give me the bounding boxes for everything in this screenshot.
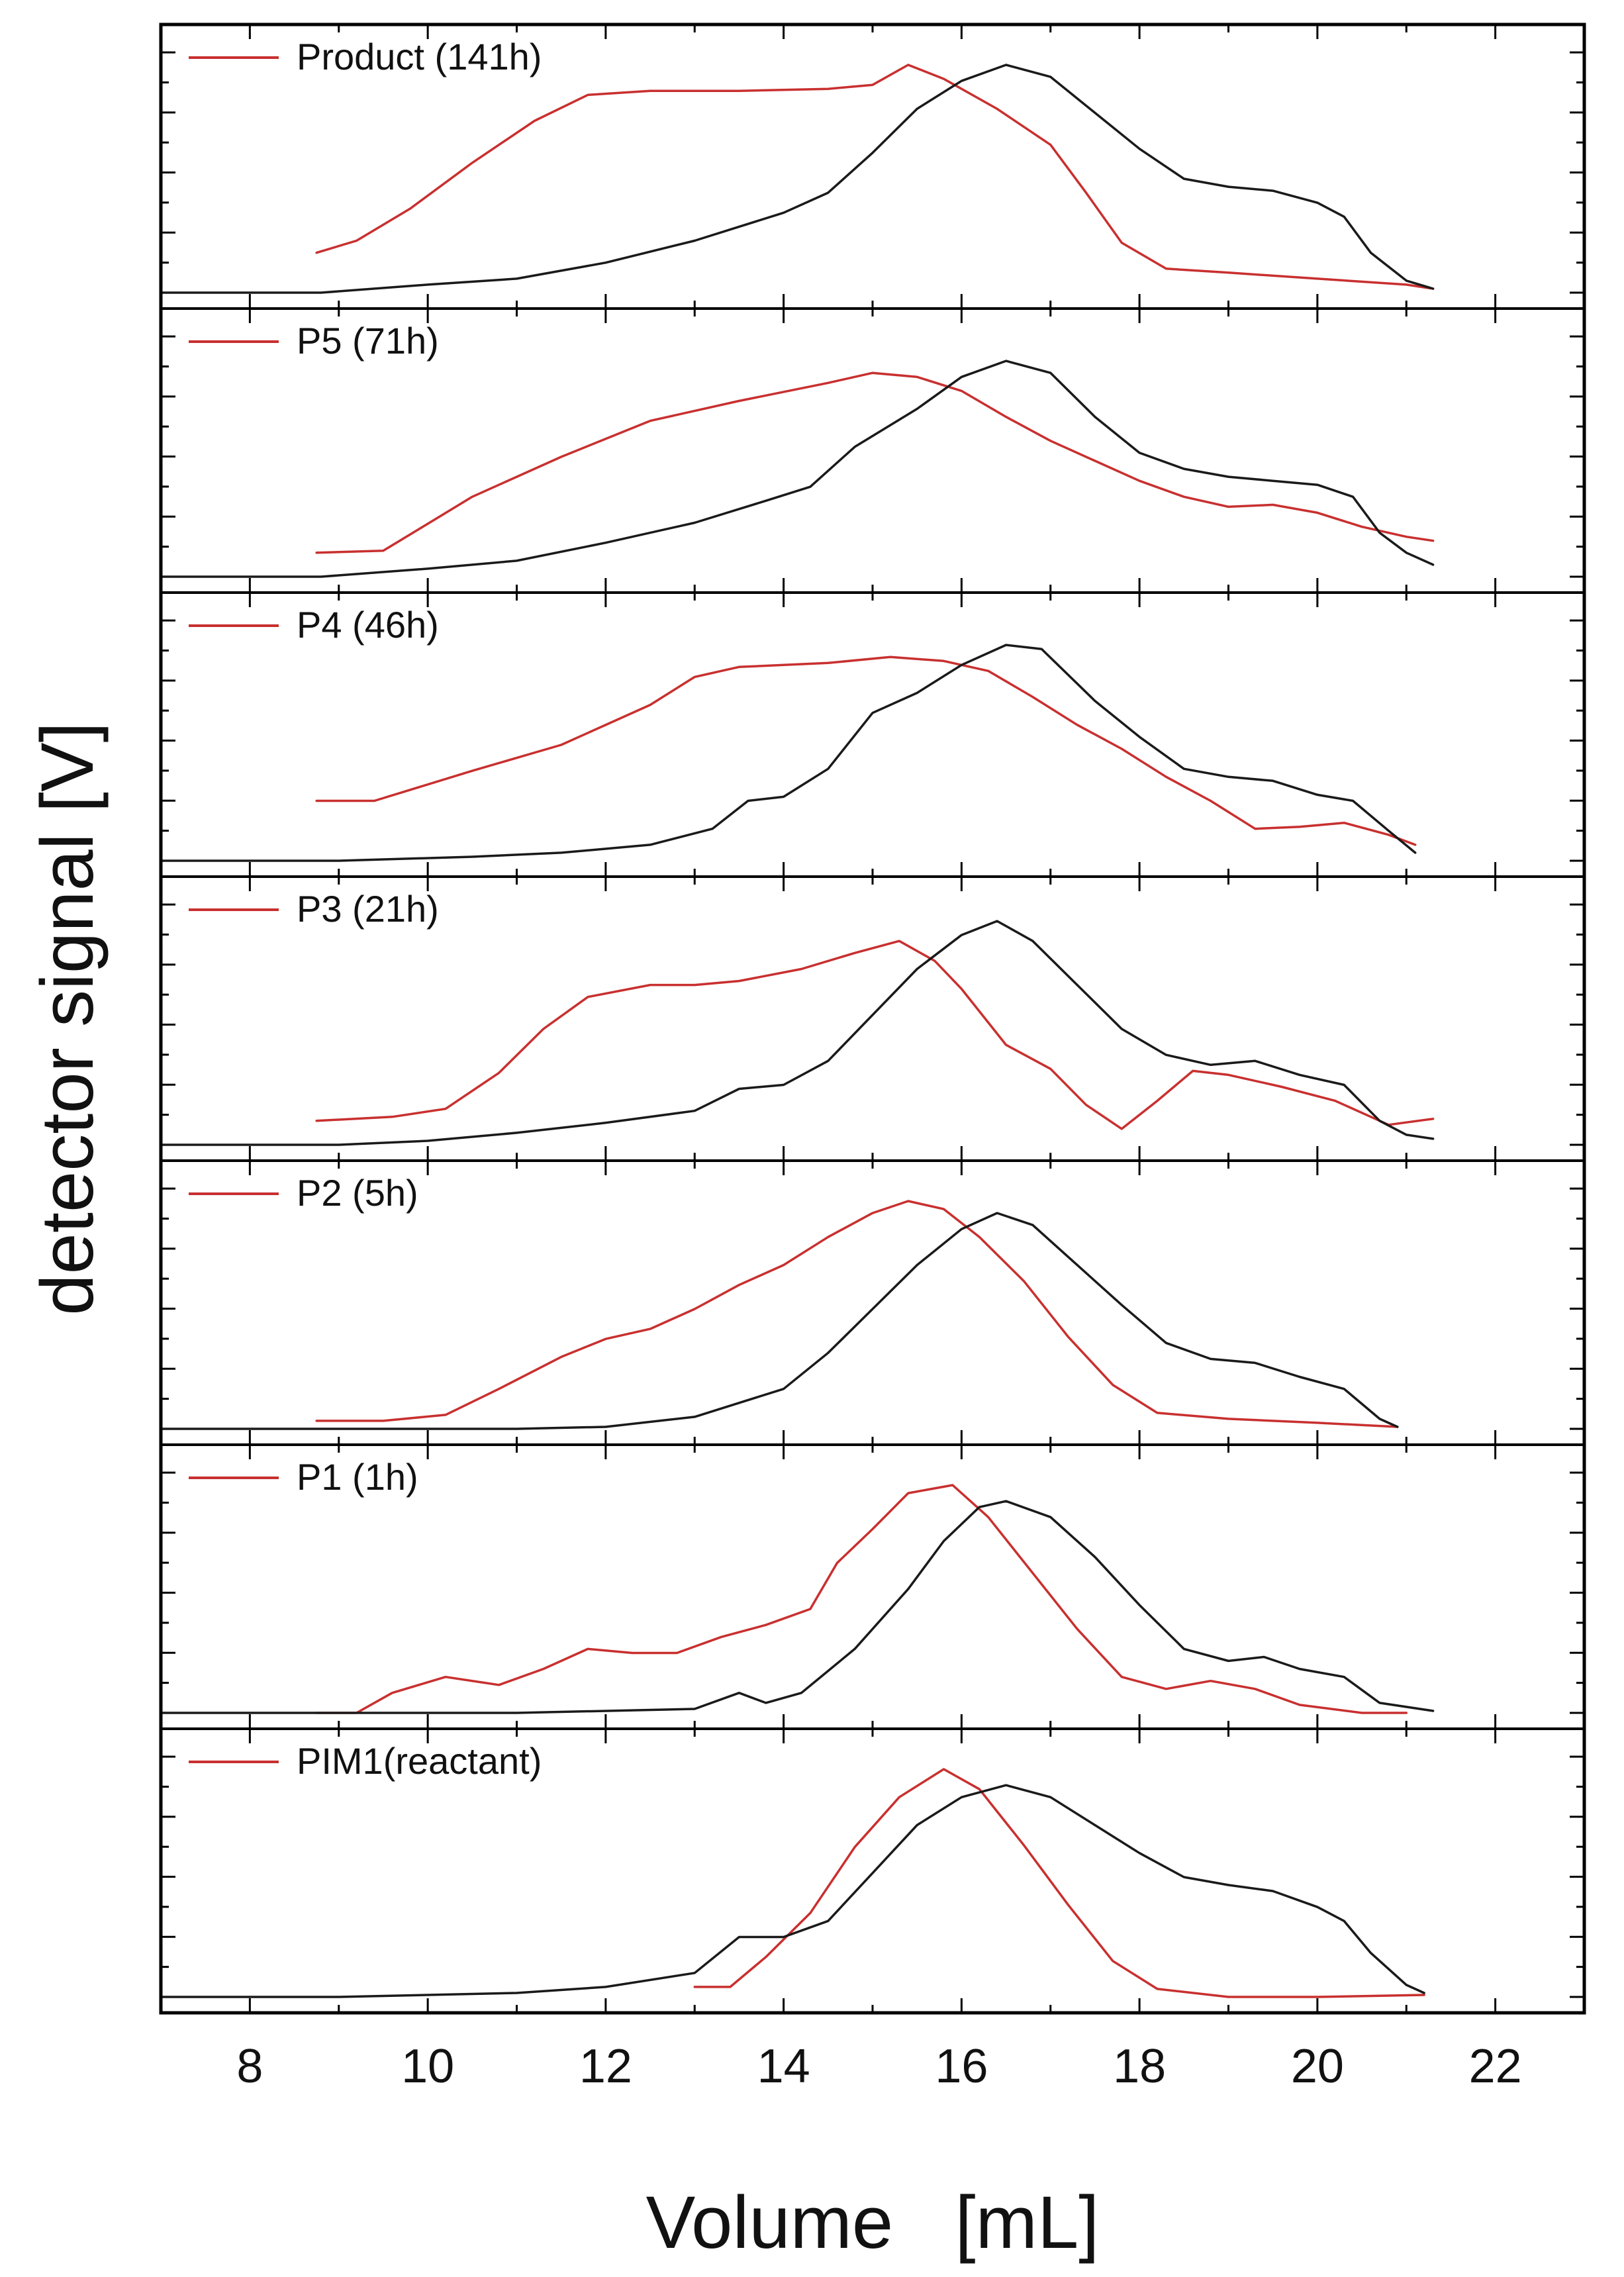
series-line-red xyxy=(315,64,1435,290)
series-line-red xyxy=(315,371,1435,554)
series-line-black xyxy=(160,1784,1425,1998)
series-line-red xyxy=(315,1200,1399,1428)
x-tick-label: 22 xyxy=(1469,2040,1522,2093)
x-axis-title: Volume [mL] xyxy=(646,2181,1100,2264)
legend-label: P4 (46h) xyxy=(297,604,439,646)
series-line-black xyxy=(160,644,1417,862)
legend-label: P2 (5h) xyxy=(297,1172,418,1214)
x-tick-label: 18 xyxy=(1113,2040,1166,2093)
plot-area xyxy=(161,24,1584,2013)
series-line-red xyxy=(315,1484,1408,1714)
plot-frame xyxy=(159,23,1586,2015)
x-tick-label: 14 xyxy=(757,2040,810,2093)
y-axis-title: detector signal [V] xyxy=(26,722,109,1316)
series-line-red xyxy=(315,655,1417,846)
series-line-black xyxy=(160,360,1435,578)
series-line-black xyxy=(160,64,1435,294)
x-tick-label: 16 xyxy=(935,2040,988,2093)
x-tick-label: 12 xyxy=(579,2040,632,2093)
x-tick-label: 20 xyxy=(1291,2040,1344,2093)
legend-label: Product (141h) xyxy=(297,36,542,77)
x-tick-label: 10 xyxy=(401,2040,454,2093)
series-line-black xyxy=(160,1500,1435,1714)
series-line-red xyxy=(693,1768,1425,1998)
legend-label: P3 (21h) xyxy=(297,888,439,930)
x-tick-label: 8 xyxy=(236,2040,263,2093)
legend-label: PIM1(reactant) xyxy=(297,1740,542,1782)
series-line-red xyxy=(315,940,1435,1130)
series-line-black xyxy=(160,920,1435,1146)
series-line-black xyxy=(160,1212,1399,1430)
legend-label: P5 (71h) xyxy=(297,320,439,362)
legend-label: P1 (1h) xyxy=(297,1456,418,1498)
